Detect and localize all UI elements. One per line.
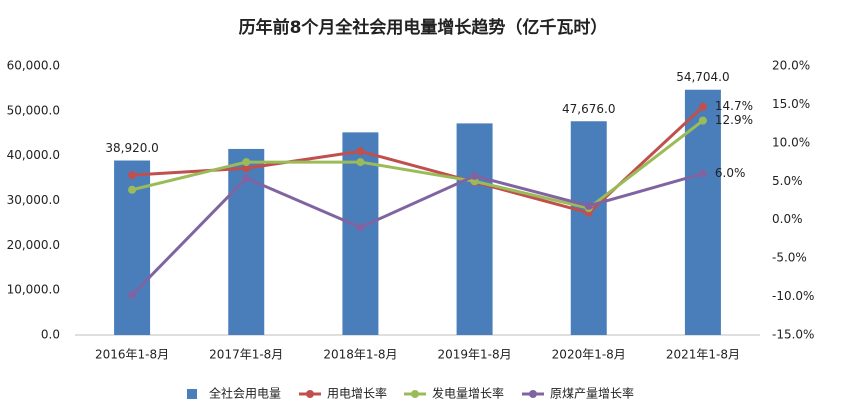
- x-tick-label: 2017年1-8月: [209, 348, 283, 362]
- y-tick-label: 10,000.0: [7, 283, 60, 297]
- y2-tick-label: -10.0%: [772, 289, 814, 303]
- line-label: 14.7%: [715, 99, 753, 113]
- line-marker: [128, 291, 137, 300]
- line: [131, 172, 704, 297]
- bar: [456, 123, 493, 336]
- x-tick-label: 2016年1-8月: [95, 348, 169, 362]
- line-label: 6.0%: [715, 166, 746, 180]
- y-tick-label: 40,000.0: [7, 148, 60, 162]
- bar-label: 47,676.0: [562, 102, 615, 116]
- y-tick-label: 20,000.0: [7, 238, 60, 252]
- line: [131, 119, 704, 210]
- line-marker: [242, 158, 251, 167]
- line-marker: [242, 164, 251, 173]
- x-tick-label: 2018年1-8月: [323, 348, 397, 362]
- x-tick-label: 2021年1-8月: [666, 348, 740, 362]
- y2-tick-label: -5.0%: [772, 251, 807, 265]
- legend-label: 用电增长率: [327, 386, 387, 401]
- bar: [342, 132, 379, 335]
- y2-tick-label: 0.0%: [772, 212, 803, 226]
- line-marker: [584, 201, 593, 210]
- line-marker: [698, 169, 707, 178]
- y-tick-label: 50,000.0: [7, 103, 60, 117]
- y2-tick-label: 10.0%: [772, 135, 810, 149]
- y2-tick-label: 5.0%: [772, 174, 803, 188]
- line-marker: [698, 116, 707, 125]
- legend-swatch: [411, 390, 419, 398]
- y2-tick-label: -15.0%: [772, 328, 814, 342]
- y-tick-label: 0.0: [41, 328, 60, 342]
- legend-swatch: [187, 389, 197, 399]
- legend-label: 发电量增长率: [432, 386, 504, 401]
- line-marker: [356, 223, 365, 232]
- line-marker: [356, 158, 365, 167]
- line-marker: [128, 171, 137, 180]
- line-label: 12.9%: [715, 113, 753, 127]
- line-marker: [356, 147, 365, 156]
- y2-tick-label: 20.0%: [772, 59, 810, 73]
- chart-title: 历年前8个月全社会用电量增长趋势（亿千瓦时）: [239, 17, 608, 38]
- y-tick-label: 60,000.0: [7, 59, 60, 73]
- y-tick-label: 30,000.0: [7, 193, 60, 207]
- legend-swatch: [306, 390, 314, 398]
- x-tick-label: 2020年1-8月: [552, 348, 626, 362]
- legend-label: 原煤产量增长率: [550, 386, 634, 401]
- bar-label: 38,920.0: [105, 141, 158, 155]
- line-marker: [470, 171, 479, 180]
- y2-tick-label: 15.0%: [772, 97, 810, 111]
- line-marker: [698, 102, 707, 111]
- x-tick-label: 2019年1-8月: [438, 348, 512, 362]
- legend-swatch: [529, 390, 537, 398]
- bar: [570, 121, 607, 336]
- line-marker: [128, 185, 137, 194]
- bar-label: 54,704.0: [676, 70, 729, 84]
- legend-label: 全社会用电量: [209, 386, 281, 401]
- line-marker: [242, 174, 251, 183]
